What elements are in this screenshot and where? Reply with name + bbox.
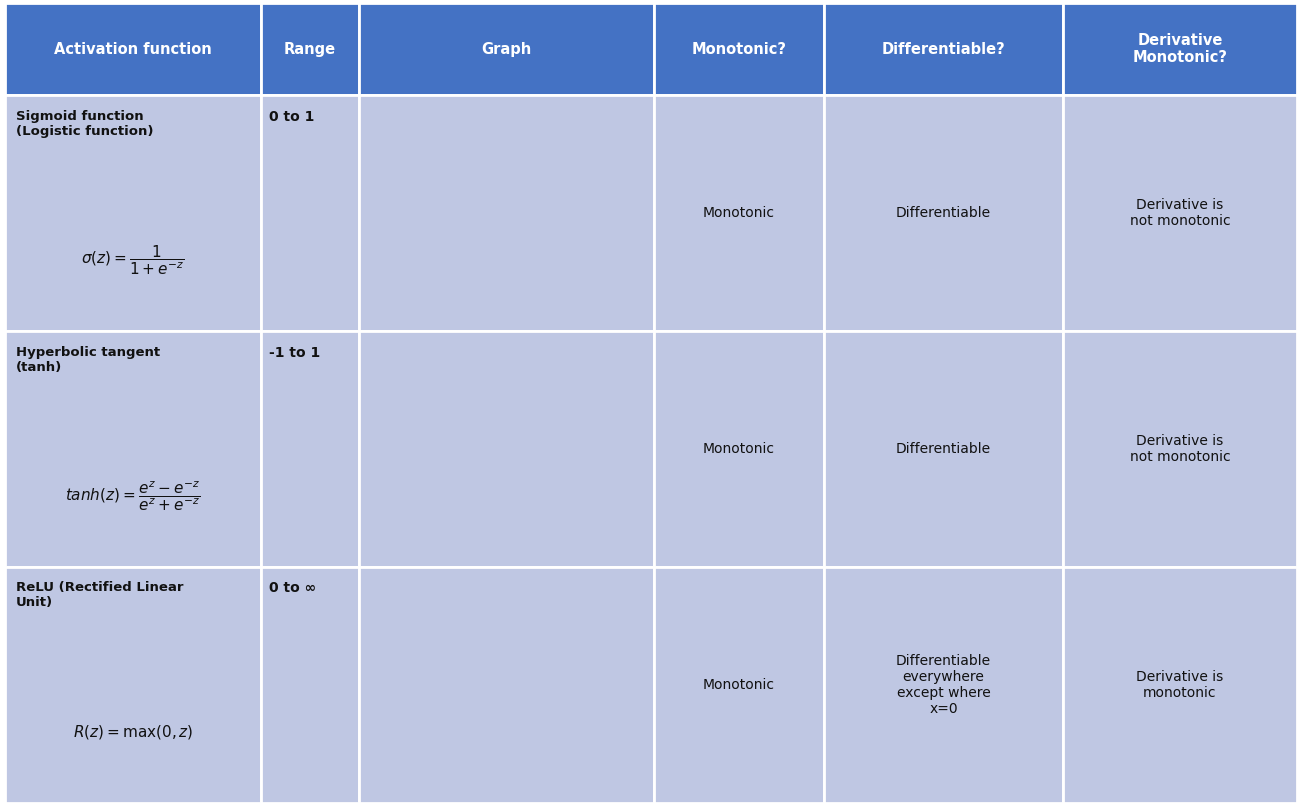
- Title: ReLU: ReLU: [493, 571, 518, 580]
- Text: $\sigma(z) = \dfrac{1}{1 + e^{-z}}$: $\sigma(z) = \dfrac{1}{1 + e^{-z}}$: [81, 243, 185, 277]
- Bar: [654, 567, 824, 803]
- Bar: [260, 567, 359, 803]
- Text: $tanh(z) = \dfrac{e^z - e^{-z}}{e^z + e^{-z}}$: $tanh(z) = \dfrac{e^z - e^{-z}}{e^z + e^…: [461, 382, 540, 403]
- Bar: [824, 331, 1062, 567]
- Bar: [260, 331, 359, 567]
- Bar: [260, 3, 359, 95]
- Text: Hyperbolic tangent
(tanh): Hyperbolic tangent (tanh): [16, 346, 160, 373]
- Bar: [5, 3, 260, 95]
- Text: Differentiable
everywhere
except where
x=0: Differentiable everywhere except where x…: [896, 654, 991, 717]
- Text: 0 to ∞: 0 to ∞: [268, 581, 316, 596]
- Bar: [654, 331, 824, 567]
- Bar: [654, 95, 824, 331]
- Text: Range: Range: [284, 42, 336, 56]
- Bar: [824, 567, 1062, 803]
- Text: 0 to 1: 0 to 1: [268, 110, 314, 123]
- Text: Monotonic: Monotonic: [703, 206, 775, 220]
- Bar: [1062, 95, 1297, 331]
- Bar: [359, 331, 654, 567]
- Text: $tanh(z) = \dfrac{e^{z} - e^{-z}}{e^{z} + e^{-z}}$: $tanh(z) = \dfrac{e^{z} - e^{-z}}{e^{z} …: [65, 479, 201, 513]
- Text: ReLU (Rectified Linear
Unit): ReLU (Rectified Linear Unit): [16, 581, 184, 609]
- Bar: [1062, 567, 1297, 803]
- Bar: [260, 95, 359, 331]
- Text: Sigmoid function
(Logistic function): Sigmoid function (Logistic function): [16, 110, 154, 138]
- Bar: [1062, 3, 1297, 95]
- Bar: [5, 95, 260, 331]
- Bar: [5, 331, 260, 567]
- Text: Monotonic?: Monotonic?: [691, 42, 786, 56]
- Bar: [824, 95, 1062, 331]
- Text: Derivative is
not monotonic: Derivative is not monotonic: [1130, 198, 1230, 228]
- Text: Monotonic: Monotonic: [703, 442, 775, 456]
- Title: sigmoid: sigmoid: [487, 99, 526, 109]
- Text: Derivative is
monotonic: Derivative is monotonic: [1137, 670, 1224, 700]
- Text: $\sigma(z) = \dfrac{1}{1+e^{-z}}$: $\sigma(z) = \dfrac{1}{1+e^{-z}}$: [376, 126, 444, 149]
- Text: Differentiable: Differentiable: [896, 442, 991, 456]
- Text: Graph: Graph: [482, 42, 531, 56]
- Text: Activation function: Activation function: [55, 42, 212, 56]
- Text: $R(z) = max(0,\ z)$: $R(z) = max(0,\ z)$: [376, 596, 457, 609]
- Text: Differentiable: Differentiable: [896, 206, 991, 220]
- Bar: [654, 3, 824, 95]
- Text: $R(z) = \max(0, z)$: $R(z) = \max(0, z)$: [73, 723, 193, 741]
- Bar: [824, 3, 1062, 95]
- Title: hyperbolic tangent: hyperbolic tangent: [460, 334, 553, 345]
- Text: Derivative
Monotonic?: Derivative Monotonic?: [1133, 33, 1228, 65]
- Bar: [359, 95, 654, 331]
- Text: Differentiable?: Differentiable?: [881, 42, 1005, 56]
- Bar: [359, 567, 654, 803]
- Bar: [1062, 331, 1297, 567]
- Text: Derivative is
not monotonic: Derivative is not monotonic: [1130, 434, 1230, 464]
- Text: Monotonic: Monotonic: [703, 678, 775, 692]
- Bar: [5, 567, 260, 803]
- Bar: [359, 3, 654, 95]
- Text: -1 to 1: -1 to 1: [268, 346, 320, 359]
